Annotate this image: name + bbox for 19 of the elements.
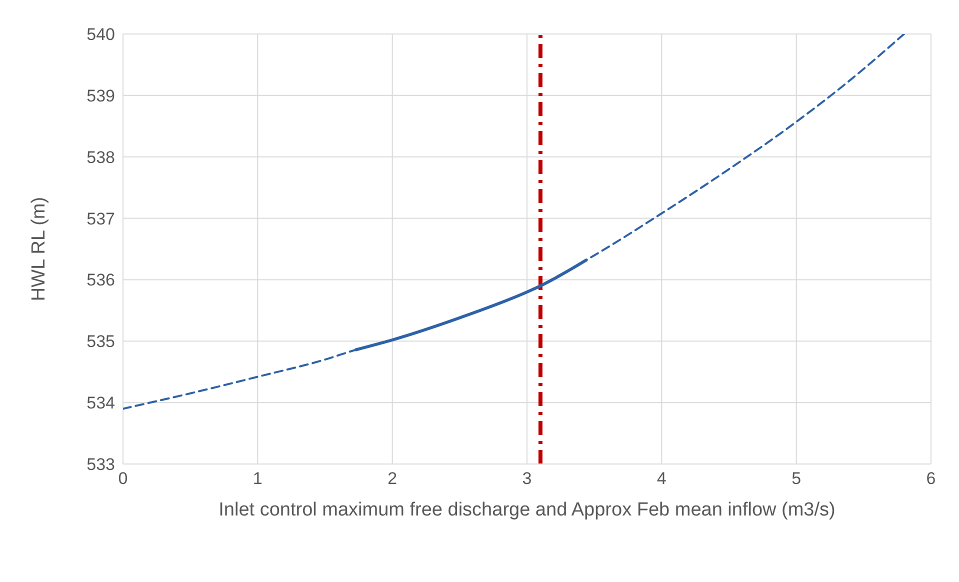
x-tick-label: 4	[656, 469, 666, 488]
y-tick-label: 533	[86, 455, 115, 474]
line-series	[354, 258, 588, 352]
y-tick-label: 536	[86, 270, 115, 290]
y-tick-label: 534	[86, 394, 115, 413]
y-tick-label: 537	[86, 209, 115, 228]
x-tick-label: 2	[388, 469, 398, 488]
x-tick-label: 6	[926, 469, 936, 488]
line-series	[123, 34, 906, 410]
y-axis-title: HWL RL (m)	[28, 196, 50, 302]
y-tick-label: 539	[86, 86, 115, 106]
x-axis-title: Inlet control maximum free discharge and Approx Feb mean inflow (m3/s)	[218, 499, 836, 520]
y-tick-label: 535	[86, 332, 115, 352]
x-tick-label: 0	[118, 469, 128, 488]
x-tick-label: 1	[252, 469, 262, 488]
x-tick-label: 3	[522, 469, 532, 488]
y-tick-label: 538	[86, 148, 115, 167]
y-tick-label: 540	[86, 25, 115, 44]
x-tick-label: 5	[792, 469, 802, 488]
